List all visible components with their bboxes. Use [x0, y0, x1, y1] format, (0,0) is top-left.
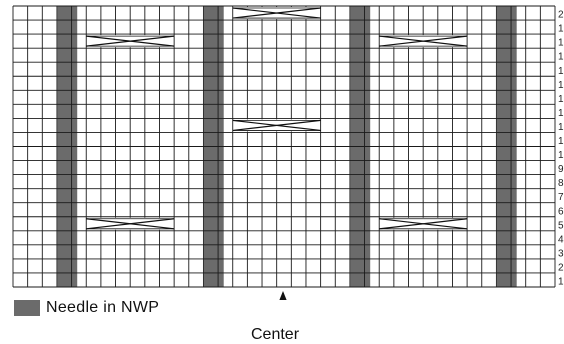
- row-number-label: 1: [558, 52, 564, 63]
- row-number-label: 6: [558, 206, 564, 217]
- knitting-chart: 1 2 3 4 5 6 7 8 9 1 1 1 1 1 1 1 1 1 1 2: [12, 5, 564, 300]
- center-label: Center: [251, 326, 300, 343]
- legend-label: Needle in NWP: [46, 299, 160, 316]
- cable-cross-stroke: [86, 35, 175, 47]
- row-number-label: 4: [558, 234, 564, 245]
- row-number-label: 2: [558, 10, 564, 21]
- row-number-label: 1: [558, 108, 564, 119]
- row-number-label: 9: [558, 164, 564, 175]
- center-arrow-head: [279, 291, 287, 300]
- row-number-label: 1: [558, 150, 564, 161]
- cable-cross-stroke: [232, 119, 321, 132]
- row-number-label: 1: [558, 122, 564, 133]
- row-number-label: 1: [558, 38, 564, 49]
- cable-cross-stroke: [86, 218, 175, 230]
- row-number-label: 1: [558, 277, 564, 288]
- cable-cross-stroke: [379, 35, 468, 47]
- cable-cross-stroke: [232, 7, 321, 19]
- cable-cross-stroke: [379, 218, 468, 230]
- row-number-label: 7: [558, 192, 564, 203]
- row-number-label: 1: [558, 66, 564, 77]
- row-number-label: 3: [558, 248, 564, 259]
- row-number-label: 1: [558, 136, 564, 147]
- row-number-label: 1: [558, 24, 564, 35]
- row-number-label: 8: [558, 178, 564, 189]
- row-number-label: 1: [558, 80, 564, 91]
- row-number-label: 1: [558, 94, 564, 105]
- nwp-swatch: [14, 300, 40, 316]
- legend: Needle in NWP: [14, 298, 159, 318]
- row-number-label: 2: [558, 262, 564, 273]
- row-number-label: 5: [558, 220, 564, 231]
